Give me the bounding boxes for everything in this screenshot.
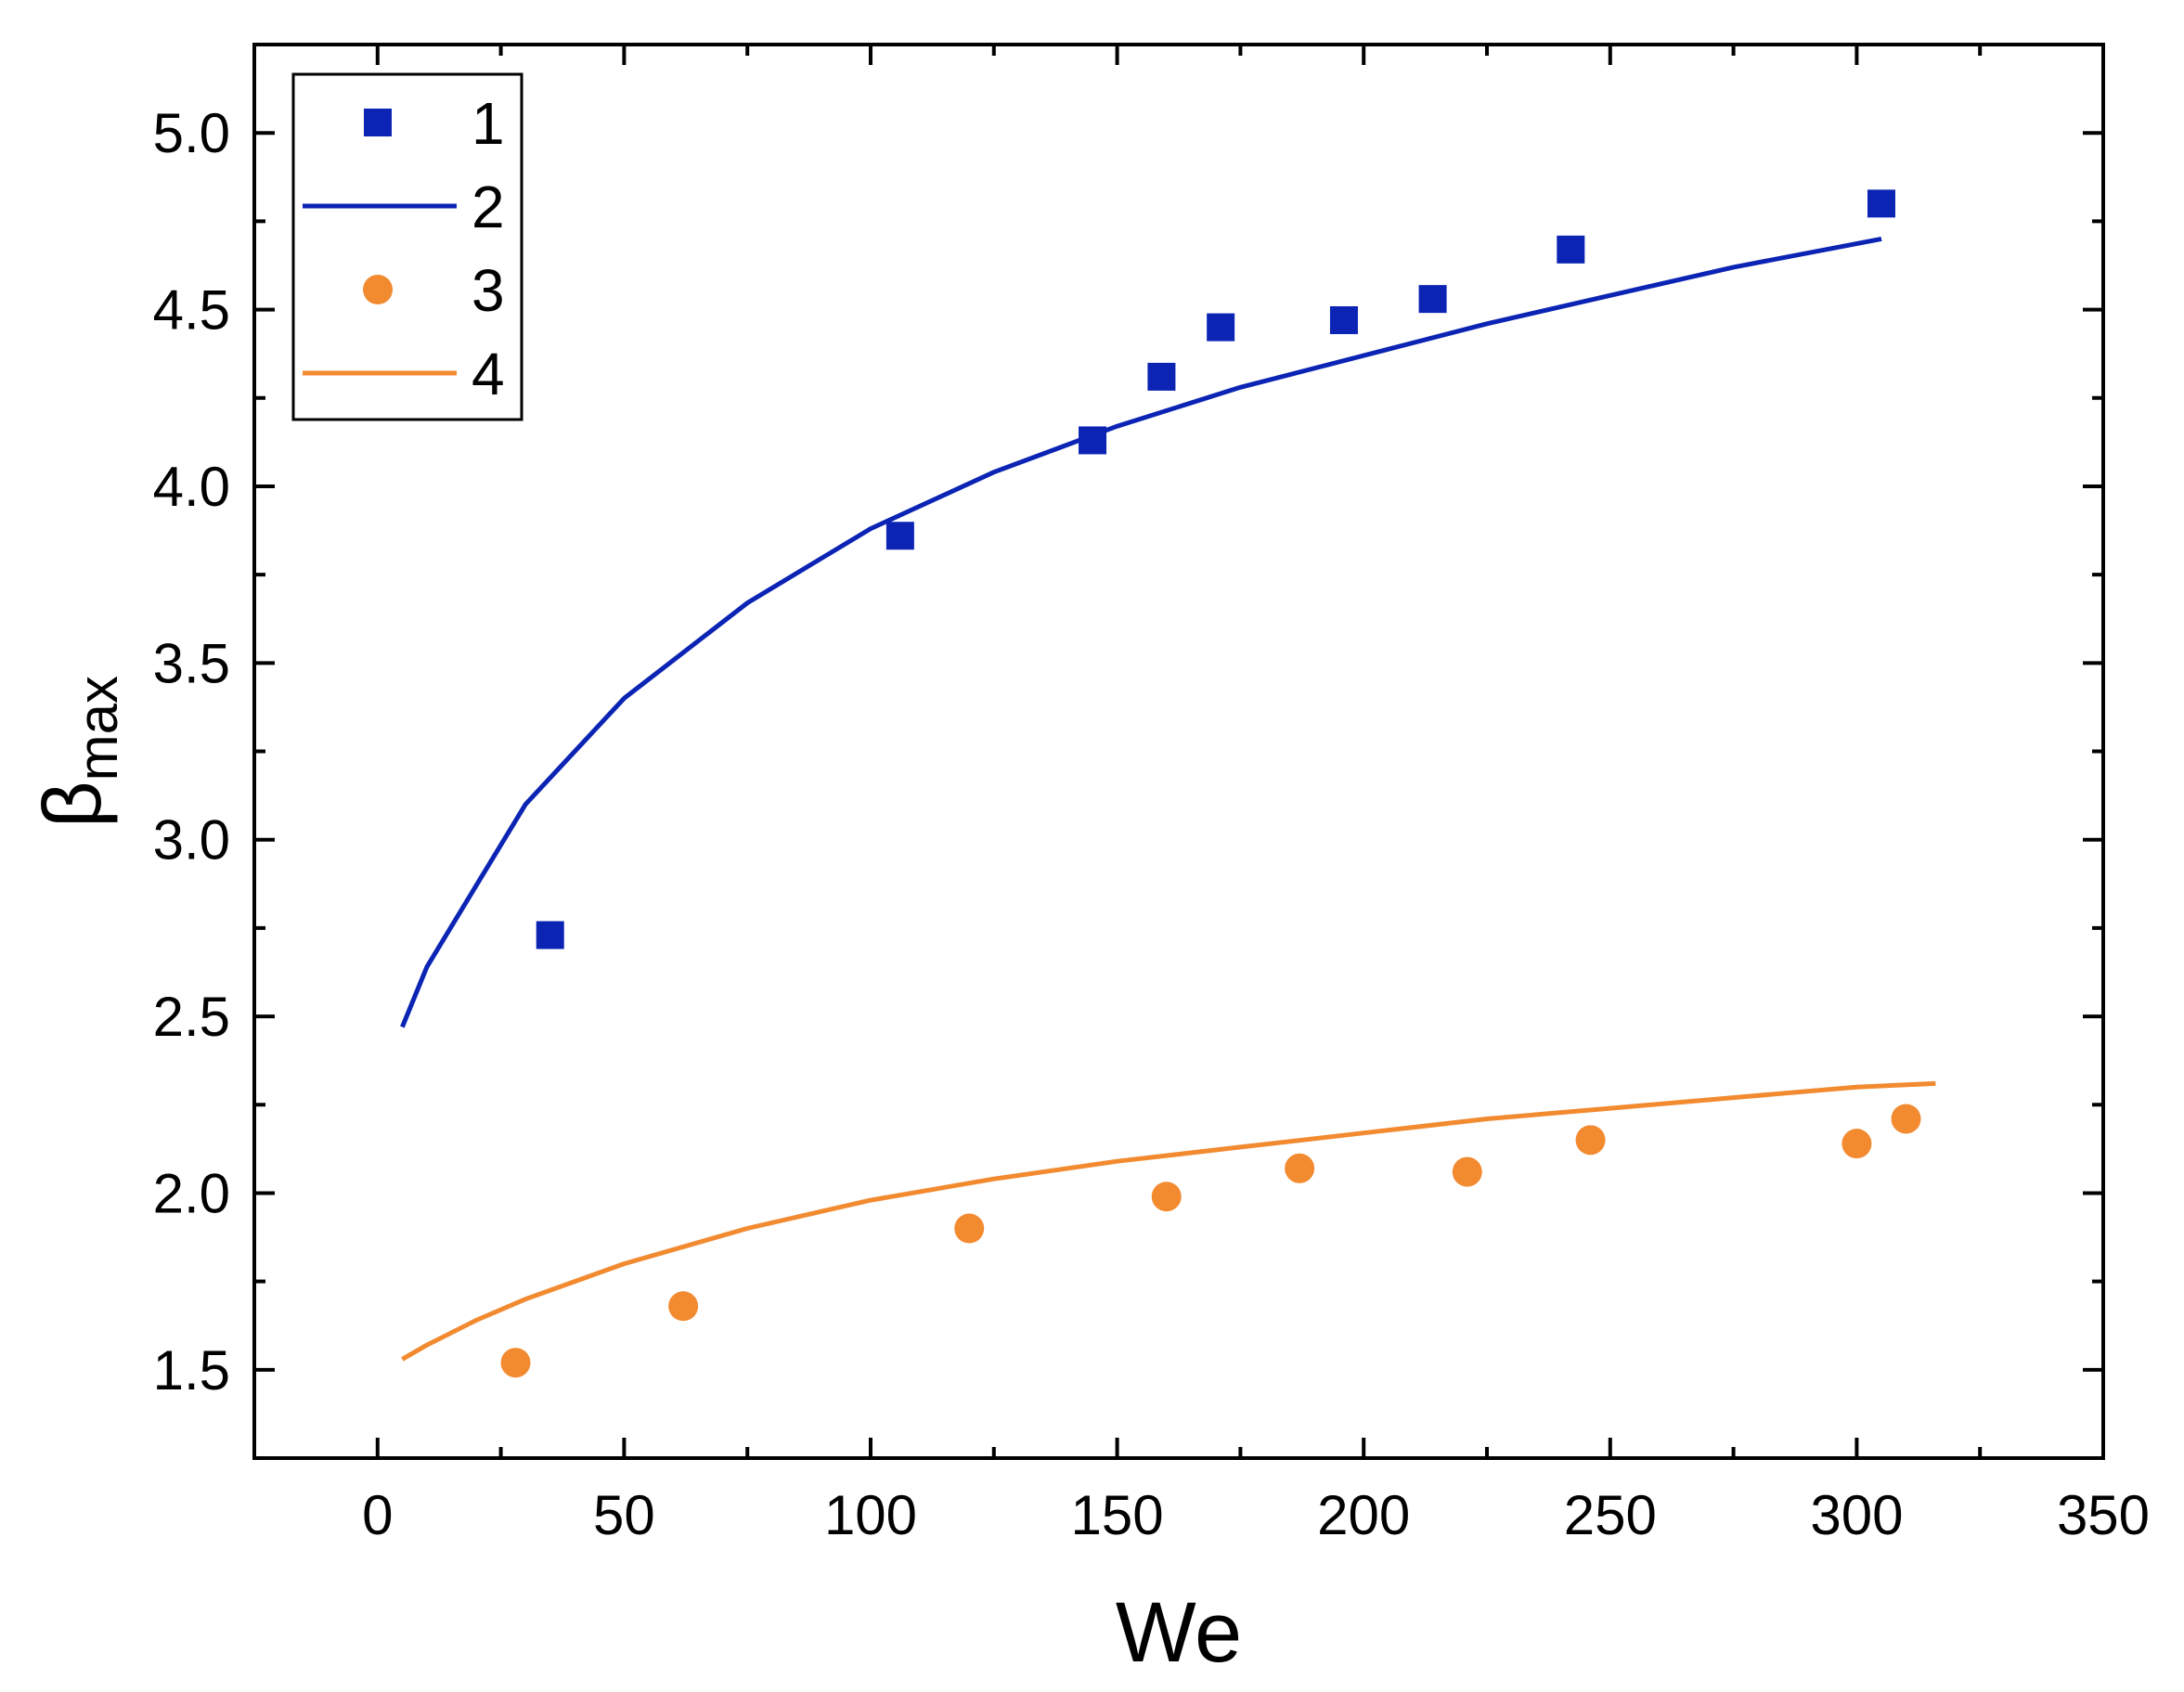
x-tick-label: 250 <box>1564 1484 1657 1546</box>
axis-tick-labels: 0 50 100 150 200 250 300 350 1.5 2.0 2.5 3.0 3.5 4.0 4… <box>153 102 2150 1546</box>
series-1-point <box>536 921 564 949</box>
legend: 1 2 3 4 <box>291 72 523 421</box>
plot-frame <box>252 43 2105 1460</box>
legend-swatch-3 <box>363 275 393 304</box>
x-tick-label: 100 <box>824 1484 917 1546</box>
series-3-point <box>1891 1104 1921 1134</box>
series-2-line <box>400 236 1882 1028</box>
series-1-point <box>1329 305 1358 334</box>
series-1-point <box>1867 189 1895 218</box>
y-tick-label: 3.0 <box>153 809 230 872</box>
series-4-line <box>401 1080 1936 1362</box>
series-1-point <box>1207 313 1235 342</box>
axis-ticks <box>252 43 2105 1460</box>
series-3-point <box>954 1213 985 1244</box>
series-3-point <box>1452 1156 1482 1187</box>
svg-text:βmax: βmax <box>26 676 129 828</box>
x-tick-label: 50 <box>593 1484 655 1546</box>
series-1-point <box>1557 235 1585 264</box>
series-3-point <box>1285 1153 1315 1183</box>
series-3-point <box>668 1291 699 1322</box>
legend-swatch-1 <box>364 109 392 136</box>
series-1-point <box>1147 362 1176 391</box>
x-tick-label: 300 <box>1810 1484 1903 1546</box>
series-3-point <box>1575 1125 1606 1156</box>
y-tick-label: 4.0 <box>153 456 230 518</box>
legend-label-3: 3 <box>472 257 505 324</box>
x-tick-label: 150 <box>1071 1484 1164 1546</box>
legend-label-2: 2 <box>472 174 505 240</box>
y-tick-label: 5.0 <box>153 102 230 164</box>
series-3-point <box>1842 1129 1872 1159</box>
series-3-point <box>500 1348 531 1378</box>
x-tick-label: 200 <box>1317 1484 1410 1546</box>
y-tick-label: 2.5 <box>153 986 230 1048</box>
y-axis-title-main: β <box>26 781 118 828</box>
x-tick-label: 350 <box>2057 1484 2150 1546</box>
legend-label-4: 4 <box>472 341 505 407</box>
series-1-point <box>1418 285 1447 314</box>
legend-label-1: 1 <box>472 90 505 157</box>
y-tick-label: 2.0 <box>153 1162 230 1224</box>
series-3-point <box>1151 1182 1182 1212</box>
legend-frame <box>291 72 523 421</box>
y-tick-label: 1.5 <box>153 1339 230 1401</box>
y-tick-label: 3.5 <box>153 632 230 694</box>
y-axis-title: βmax <box>26 676 129 828</box>
y-tick-label: 4.5 <box>153 279 230 342</box>
series-1-point <box>885 522 914 550</box>
x-axis-title: We <box>1116 1585 1242 1680</box>
series-layer <box>400 189 1936 1378</box>
y-axis-title-subscript: max <box>67 676 129 781</box>
x-tick-label: 0 <box>362 1484 393 1546</box>
